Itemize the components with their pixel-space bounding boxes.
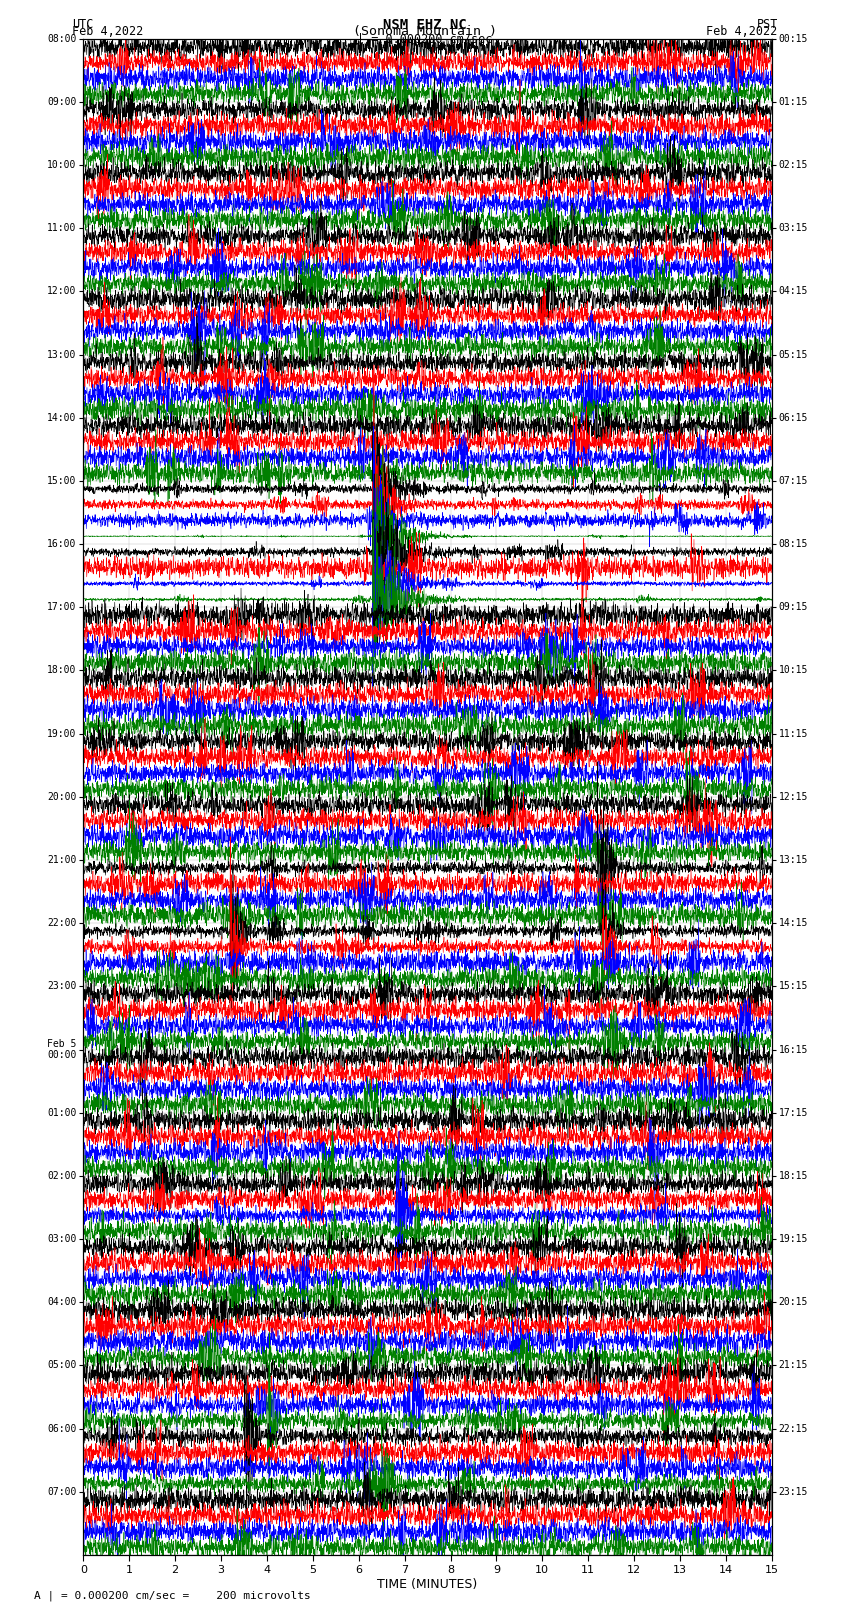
Text: NSM EHZ NC: NSM EHZ NC	[383, 18, 467, 32]
X-axis label: TIME (MINUTES): TIME (MINUTES)	[377, 1578, 478, 1590]
Text: Feb 4,2022: Feb 4,2022	[706, 24, 778, 39]
Text: (Sonoma Mountain ): (Sonoma Mountain )	[353, 24, 497, 39]
Text: PST: PST	[756, 18, 778, 31]
Text: A | = 0.000200 cm/sec =    200 microvolts: A | = 0.000200 cm/sec = 200 microvolts	[34, 1590, 311, 1600]
Text: | = 0.000200 cm/sec: | = 0.000200 cm/sec	[357, 32, 493, 45]
Text: UTC: UTC	[72, 18, 94, 31]
Text: Feb 4,2022: Feb 4,2022	[72, 24, 144, 39]
